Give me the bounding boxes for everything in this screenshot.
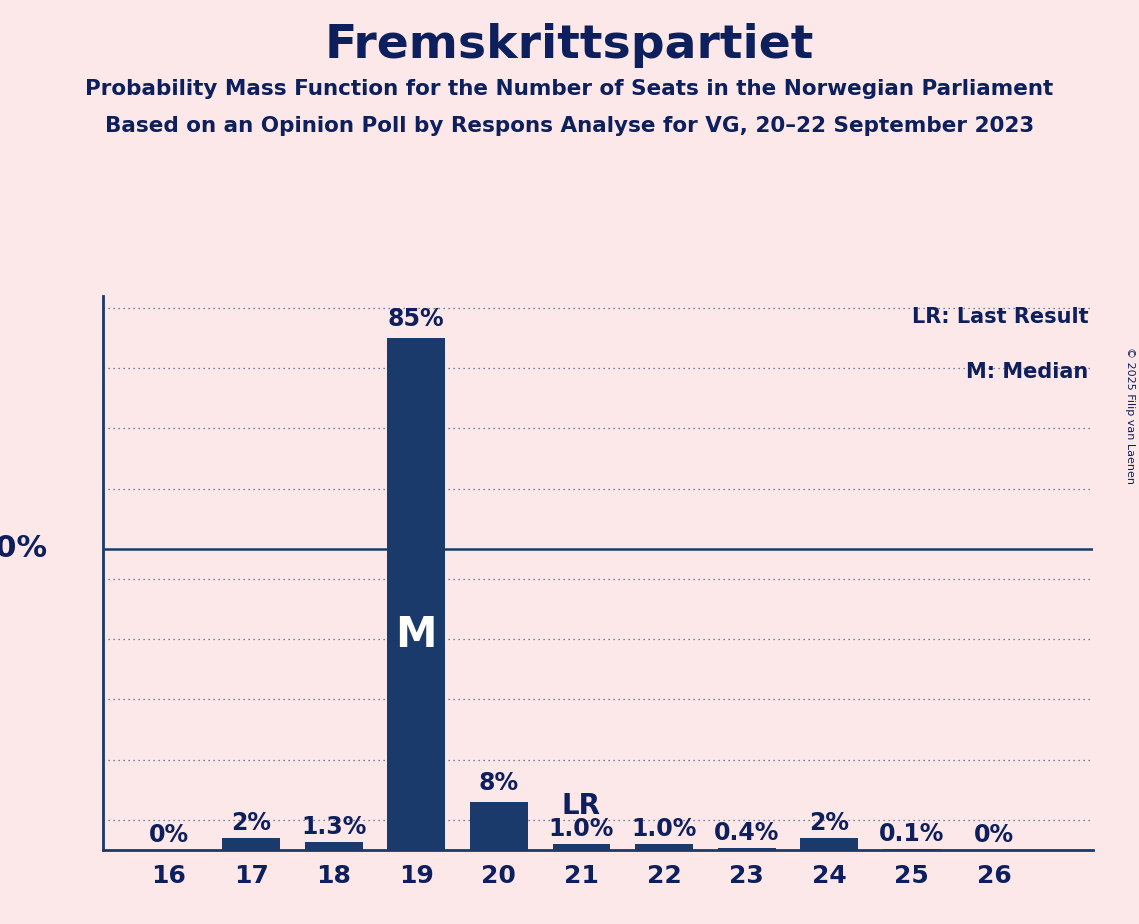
Text: 8%: 8% bbox=[478, 771, 519, 795]
Text: 1.0%: 1.0% bbox=[631, 817, 697, 841]
Text: 1.0%: 1.0% bbox=[549, 817, 614, 841]
Text: Fremskrittspartiet: Fremskrittspartiet bbox=[325, 23, 814, 68]
Text: 2%: 2% bbox=[809, 811, 850, 835]
Text: 85%: 85% bbox=[388, 307, 444, 331]
Bar bbox=[636, 844, 693, 850]
Text: 0.4%: 0.4% bbox=[714, 821, 779, 845]
Text: 0%: 0% bbox=[148, 823, 189, 847]
Text: M: M bbox=[395, 614, 437, 656]
Bar bbox=[552, 844, 611, 850]
Bar bbox=[718, 847, 776, 850]
Text: LR: Last Result: LR: Last Result bbox=[912, 307, 1089, 327]
Text: 1.3%: 1.3% bbox=[301, 815, 367, 839]
Text: 0%: 0% bbox=[974, 823, 1015, 847]
Bar bbox=[387, 338, 445, 850]
Text: © 2025 Filip van Laenen: © 2025 Filip van Laenen bbox=[1125, 347, 1134, 484]
Text: 2%: 2% bbox=[231, 811, 271, 835]
Text: M: Median: M: Median bbox=[966, 362, 1089, 383]
Text: 50%: 50% bbox=[0, 534, 48, 564]
Bar bbox=[801, 838, 858, 850]
Bar bbox=[470, 802, 527, 850]
Bar bbox=[222, 838, 280, 850]
Text: Probability Mass Function for the Number of Seats in the Norwegian Parliament: Probability Mass Function for the Number… bbox=[85, 79, 1054, 99]
Text: 0.1%: 0.1% bbox=[879, 822, 944, 846]
Text: LR: LR bbox=[562, 792, 601, 820]
Text: Based on an Opinion Poll by Respons Analyse for VG, 20–22 September 2023: Based on an Opinion Poll by Respons Anal… bbox=[105, 116, 1034, 136]
Bar bbox=[305, 843, 362, 850]
